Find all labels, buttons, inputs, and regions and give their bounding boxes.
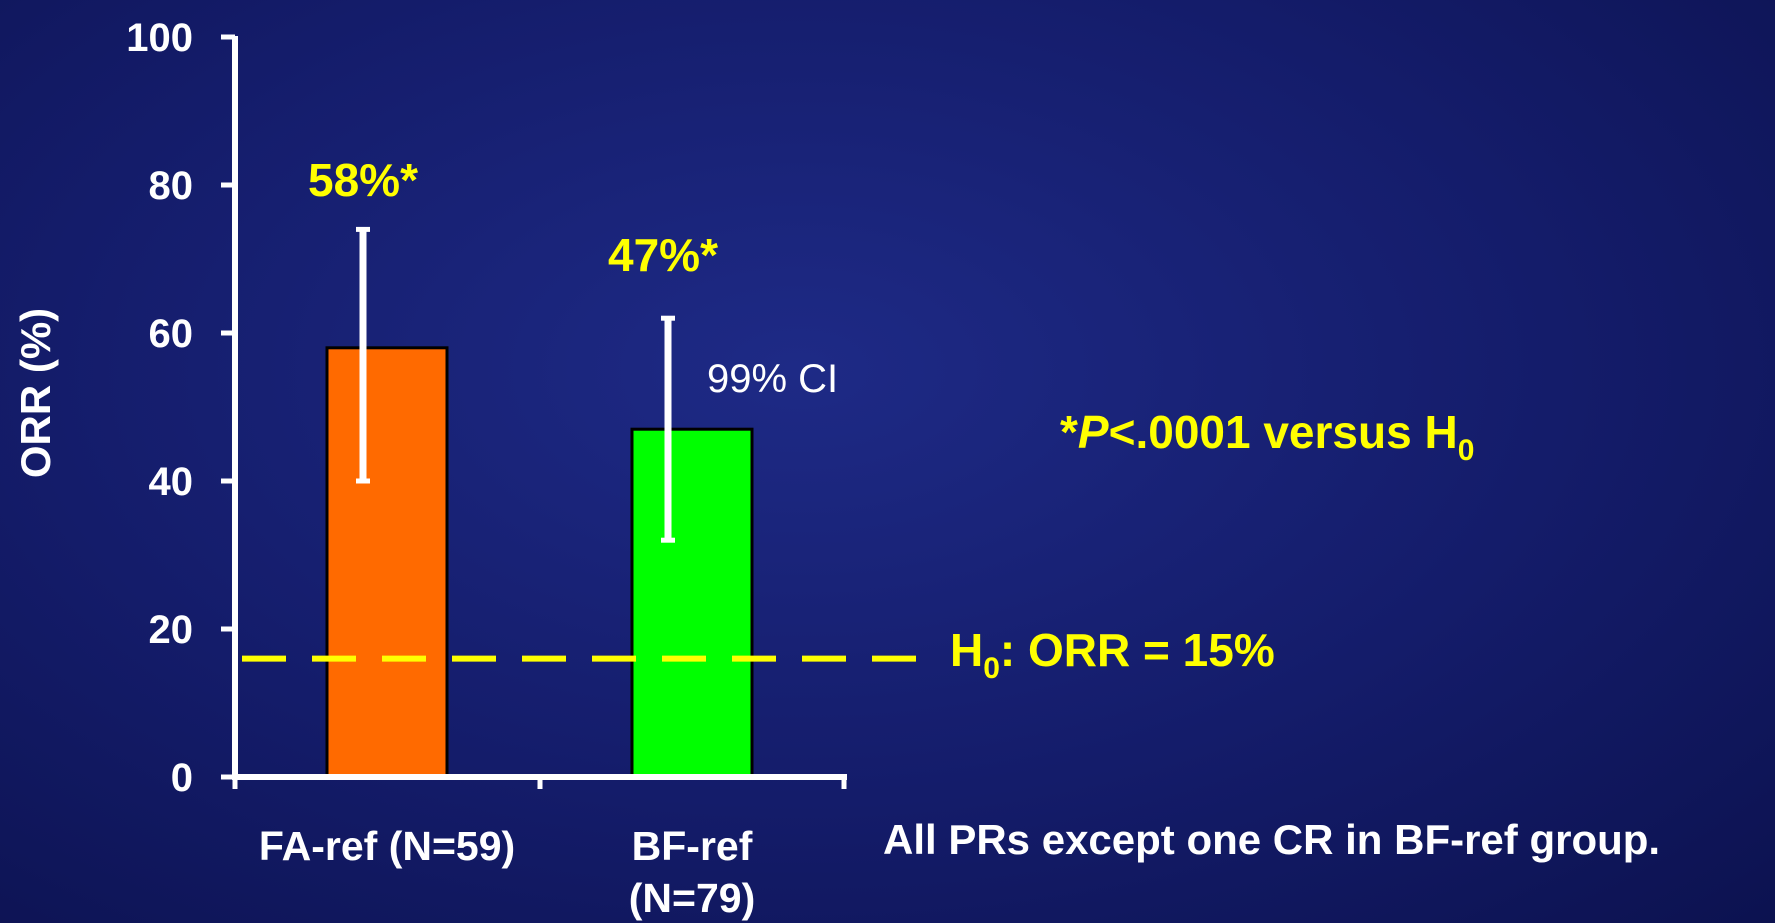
category-label-bf-ref-line1: BF-ref xyxy=(632,823,753,869)
reference-line-label-sub: 0 xyxy=(983,652,1000,685)
y-tick-label-60: 60 xyxy=(149,312,194,356)
significance-note: *P<.0001 versus H0 xyxy=(1060,406,1474,467)
significance-sub: 0 xyxy=(1458,434,1475,467)
error-bars xyxy=(356,226,675,543)
y-axis-label: ORR (%) xyxy=(12,308,59,478)
y-ticks: 0 20 40 60 80 100 xyxy=(126,16,235,800)
y-tick-label-20: 20 xyxy=(149,608,194,652)
significance-p: P xyxy=(1078,406,1109,458)
reference-line-label: H0: ORR = 15% xyxy=(950,624,1275,685)
reference-line-label-prefix: H xyxy=(950,624,983,676)
y-tick-label-80: 80 xyxy=(149,164,194,208)
category-label-fa-ref: FA-ref (N=59) xyxy=(259,823,515,869)
ci-label: 99% CI xyxy=(707,357,838,401)
bar-0 xyxy=(325,346,449,779)
y-tick-label-100: 100 xyxy=(126,16,193,60)
bars xyxy=(325,346,754,779)
category-label-bf-ref-line2: (N=79) xyxy=(629,875,755,921)
significance-text: <.0001 versus H xyxy=(1109,406,1458,458)
y-tick-label-40: 40 xyxy=(149,460,194,504)
data-label-fa-ref: 58%* xyxy=(308,154,418,206)
reference-line-label-suffix: : ORR = 15% xyxy=(1000,624,1275,676)
significance-star: * xyxy=(1060,406,1078,458)
footnote: All PRs except one CR in BF-ref group. xyxy=(883,816,1660,863)
data-label-bf-ref: 47%* xyxy=(608,229,718,281)
bar-1 xyxy=(630,427,754,779)
y-tick-label-0: 0 xyxy=(171,756,193,800)
